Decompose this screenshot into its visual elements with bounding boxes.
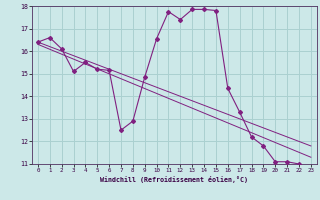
X-axis label: Windchill (Refroidissement éolien,°C): Windchill (Refroidissement éolien,°C)	[100, 176, 248, 183]
